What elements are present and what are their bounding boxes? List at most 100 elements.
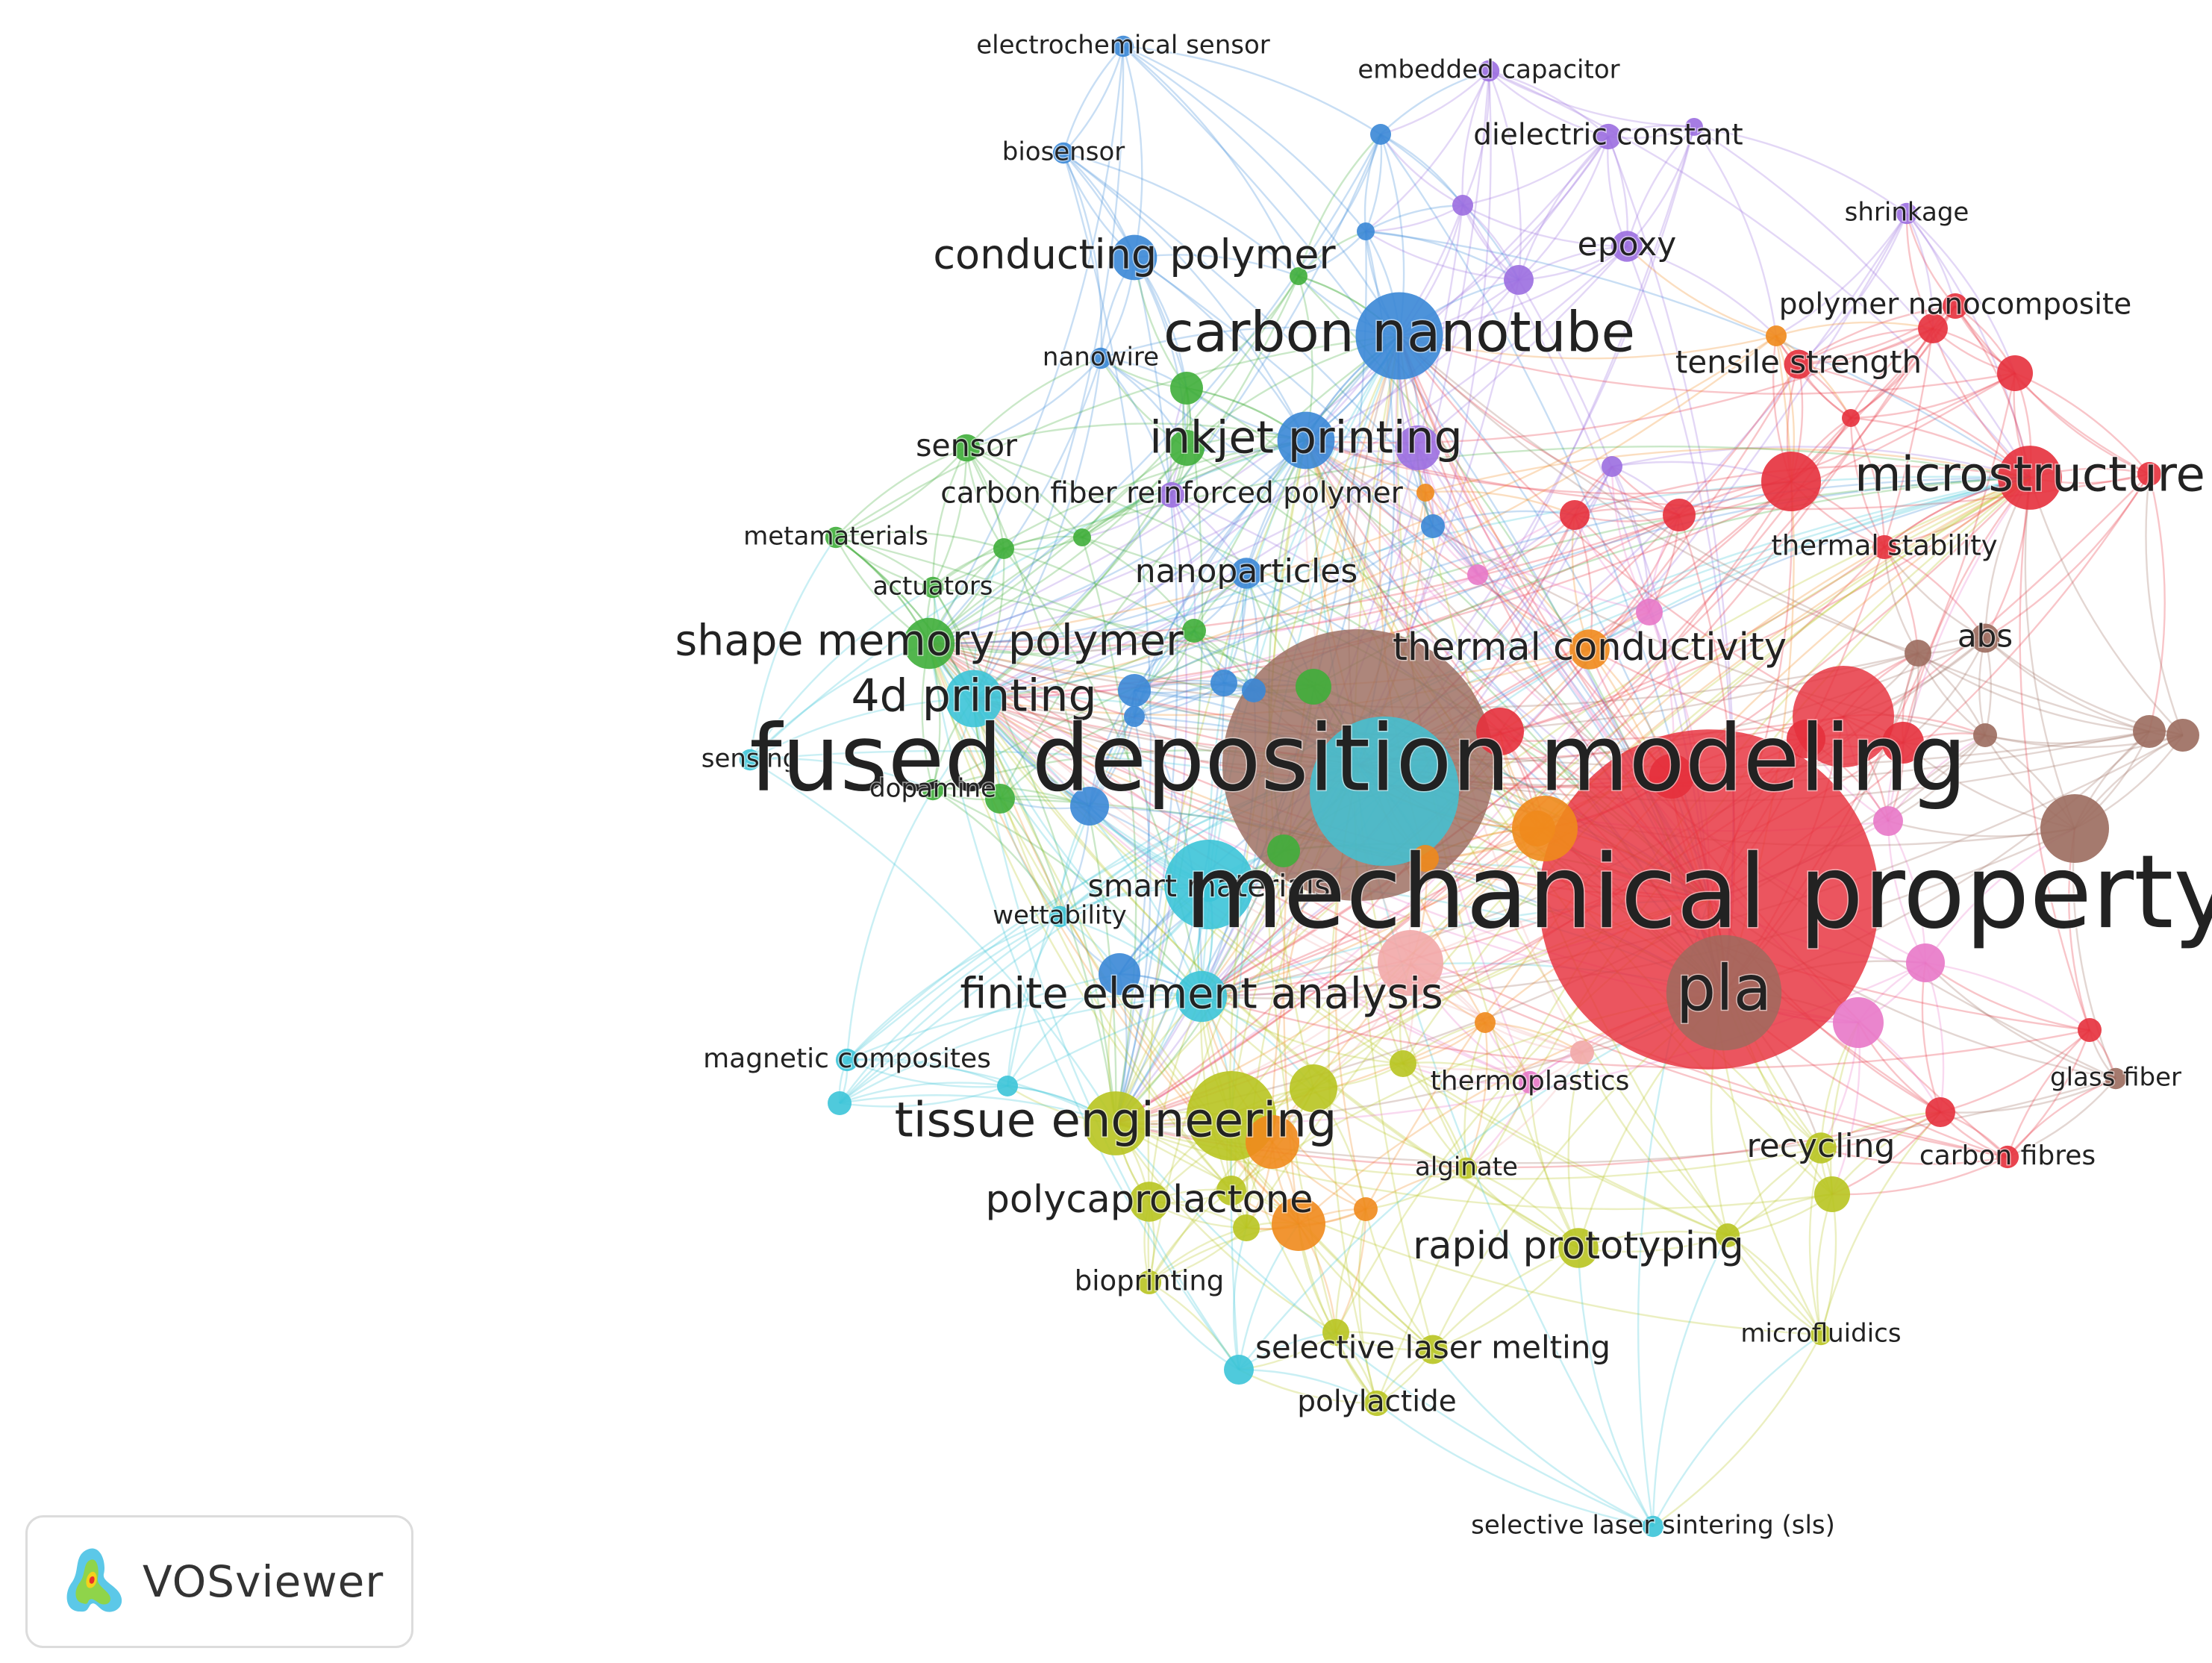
keyword-label[interactable]: shape memory polymer: [674, 615, 1185, 667]
network-node[interactable]: [1476, 708, 1524, 755]
keyword-node[interactable]: [1784, 349, 1813, 379]
network-node[interactable]: [1997, 355, 2033, 391]
network-node[interactable]: [1396, 425, 1440, 470]
keyword-label[interactable]: tensile strength: [1674, 343, 1922, 381]
network-node[interactable]: [1242, 678, 1266, 702]
keyword-node[interactable]: [1666, 935, 1782, 1051]
keyword-label[interactable]: carbon fibres: [1918, 1140, 2096, 1173]
keyword-label[interactable]: magnetic composites: [702, 1043, 993, 1076]
network-node[interactable]: [1602, 456, 1622, 477]
network-node[interactable]: [1833, 997, 1884, 1048]
keyword-node[interactable]: [1111, 234, 1157, 281]
keyword-node[interactable]: [903, 617, 955, 670]
keyword-label[interactable]: microfluidics: [1740, 1317, 1902, 1350]
keyword-node[interactable]: [922, 779, 944, 801]
keyword-node[interactable]: [1049, 905, 1071, 928]
network-node[interactable]: [1570, 1040, 1594, 1064]
network-node[interactable]: [2137, 462, 2161, 486]
network-node[interactable]: [1918, 313, 1948, 343]
network-node[interactable]: [1070, 787, 1109, 826]
keyword-node[interactable]: [1998, 446, 2062, 510]
network-node[interactable]: [1814, 1176, 1850, 1212]
keyword-label[interactable]: recycling: [1746, 1126, 1896, 1167]
keyword-node[interactable]: [1418, 1335, 1448, 1364]
keyword-label[interactable]: actuators: [872, 570, 994, 602]
keyword-label[interactable]: nanowire: [1041, 341, 1160, 373]
keyword-label[interactable]: embedded capacitor: [1357, 54, 1621, 86]
keyword-node[interactable]: [825, 526, 847, 549]
network-node[interactable]: [1290, 1064, 1337, 1112]
keyword-node[interactable]: [1137, 1270, 1162, 1295]
network-node[interactable]: [828, 1091, 852, 1115]
network-node[interactable]: [1370, 124, 1391, 145]
network-node[interactable]: [1842, 409, 1860, 427]
keyword-label[interactable]: dielectric constant: [1472, 117, 1744, 153]
network-node[interactable]: [1322, 1319, 1349, 1346]
keyword-label[interactable]: conducting polymer: [932, 230, 1337, 279]
network-node[interactable]: [1716, 1223, 1740, 1247]
keyword-label[interactable]: dopamine: [869, 773, 998, 805]
network-node[interactable]: [1412, 845, 1439, 872]
keyword-node[interactable]: [1195, 874, 1223, 902]
network-node[interactable]: [1761, 452, 1821, 511]
network-node[interactable]: [1354, 1197, 1378, 1221]
network-node[interactable]: [1272, 1197, 1325, 1251]
network-node[interactable]: [1663, 499, 1696, 531]
keyword-label[interactable]: nanoparticles: [1134, 552, 1359, 592]
network-node[interactable]: [997, 1076, 1018, 1096]
keyword-label[interactable]: thermal stability: [1770, 528, 1999, 563]
network-node[interactable]: [1390, 1050, 1416, 1077]
keyword-label[interactable]: thermal conductivity: [1391, 625, 1787, 671]
network-node[interactable]: [1906, 943, 1945, 982]
keyword-label[interactable]: smart materials: [1087, 867, 1331, 905]
network-node[interactable]: [1882, 722, 1924, 764]
keyword-node[interactable]: [1611, 231, 1643, 262]
network-node[interactable]: [1973, 723, 1997, 747]
keyword-node[interactable]: [1363, 1390, 1390, 1417]
network-node[interactable]: [1649, 754, 1694, 799]
network-node[interactable]: [1124, 706, 1145, 727]
keyword-label[interactable]: carbon fiber reinforced polymer: [940, 475, 1405, 511]
keyword-node[interactable]: [1052, 142, 1075, 164]
keyword-node[interactable]: [1112, 35, 1134, 57]
network-node[interactable]: [1310, 717, 1459, 866]
keyword-label[interactable]: bioprinting: [1073, 1264, 1225, 1298]
keyword-label[interactable]: electrochemical sensor: [975, 29, 1272, 61]
keyword-node[interactable]: [1569, 629, 1610, 670]
network-node[interactable]: [1787, 720, 1825, 758]
network-node[interactable]: [1685, 118, 1703, 136]
keyword-label[interactable]: rapid prototyping: [1412, 1223, 1745, 1270]
network-node[interactable]: [1766, 325, 1787, 346]
keyword-node[interactable]: [2105, 1067, 2127, 1090]
keyword-node[interactable]: [1455, 1157, 1478, 1179]
network-node[interactable]: [993, 538, 1014, 559]
network-node[interactable]: [2133, 715, 2166, 748]
keyword-label[interactable]: selective laser melting: [1254, 1328, 1611, 1367]
network-node[interactable]: [1421, 514, 1445, 538]
keyword-label[interactable]: epoxy: [1576, 225, 1678, 265]
network-node[interactable]: [1073, 528, 1091, 546]
keyword-node[interactable]: [1518, 1070, 1542, 1094]
keyword-node[interactable]: [922, 576, 944, 599]
keyword-node[interactable]: [1478, 60, 1500, 82]
network-node[interactable]: [1118, 674, 1151, 707]
keyword-label[interactable]: metamaterials: [743, 520, 930, 552]
keyword-label[interactable]: polylactide: [1296, 1384, 1458, 1420]
keyword-node[interactable]: [1996, 1145, 2019, 1169]
network-node[interactable]: [1246, 1115, 1299, 1169]
network-node[interactable]: [1560, 500, 1590, 530]
network-node[interactable]: [2078, 1018, 2102, 1042]
keyword-node[interactable]: [1970, 623, 2000, 653]
network-node[interactable]: [1519, 811, 1555, 846]
keyword-label[interactable]: inkjet printing: [1149, 411, 1463, 465]
network-node[interactable]: [1170, 372, 1203, 405]
keyword-node[interactable]: [835, 1048, 859, 1072]
keyword-label[interactable]: pla: [1675, 950, 1772, 1026]
keyword-label[interactable]: mechanical property: [1184, 833, 2212, 953]
keyword-label[interactable]: tissue engineering: [893, 1092, 1338, 1149]
keyword-node[interactable]: [1810, 1323, 1832, 1346]
keyword-node[interactable]: [1558, 1228, 1599, 1268]
network-node[interactable]: [985, 784, 1015, 814]
keyword-label[interactable]: thermoplastics: [1429, 1065, 1631, 1098]
